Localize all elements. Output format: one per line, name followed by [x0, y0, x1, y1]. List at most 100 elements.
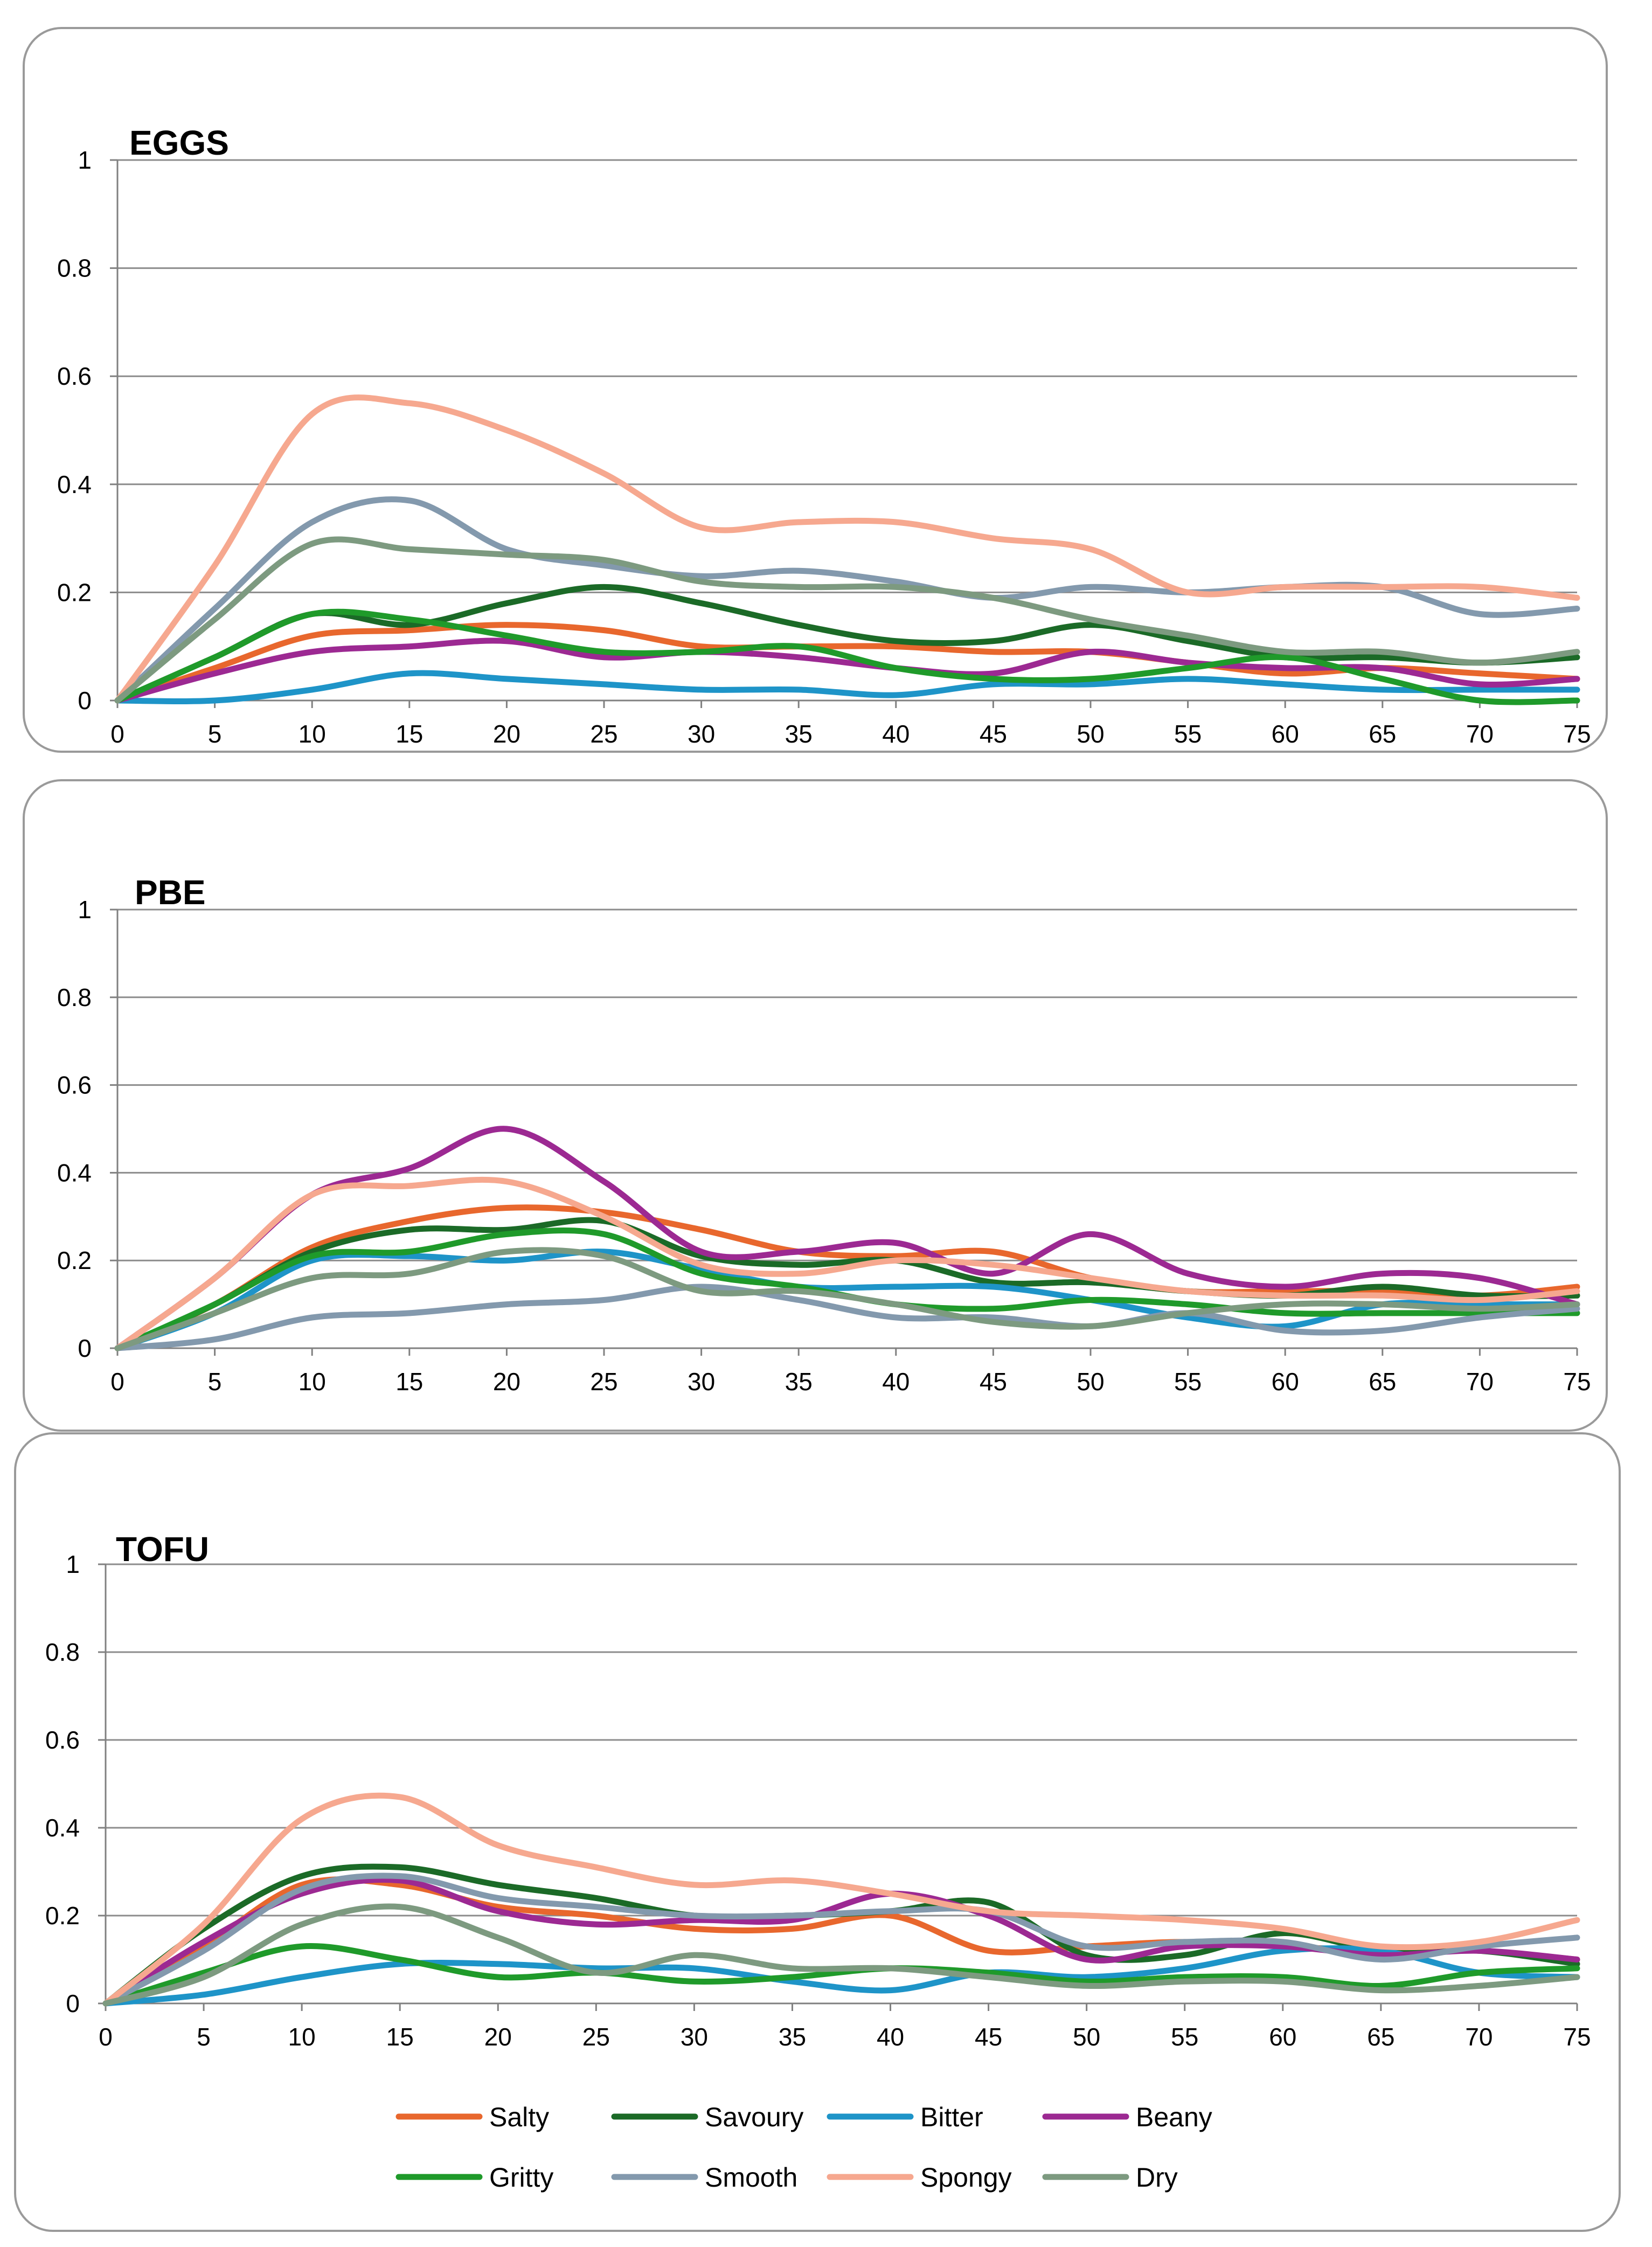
panel-title: PBE [135, 873, 206, 912]
series-line-smooth [102, 1872, 1580, 2007]
x-tick-label: 65 [1367, 2023, 1394, 2051]
legend-item-dry: Dry [1042, 2162, 1178, 2193]
y-tick-label: 0 [66, 1989, 80, 2017]
y-tick-label: 0.4 [57, 1159, 92, 1187]
y-tick-label: 0.4 [45, 1814, 80, 1842]
x-tick-label: 40 [882, 720, 910, 748]
x-tick-label: 0 [110, 720, 124, 748]
legend: Salty Savoury Bitter Beany Gritty Smooth Spong… [395, 2102, 1212, 2193]
series-line-savoury [114, 584, 1580, 704]
x-tick-label: 40 [882, 1368, 910, 1396]
x-tick-label: 10 [299, 1368, 326, 1396]
series-line-dry [114, 1247, 1580, 1351]
x-tick-label: 30 [688, 1368, 715, 1396]
x-tick-label: 10 [299, 720, 326, 748]
y-tick-label: 0.2 [45, 1902, 80, 1930]
chart-panel-tofu: 00.20.40.60.810 5 10 15 20 25 30 35 40 45 50 55 60 65… [14, 1432, 1621, 2232]
x-tick-label: 35 [785, 1368, 813, 1396]
x-tick-label: 55 [1174, 720, 1202, 748]
x-tick-label: 0 [99, 2023, 113, 2051]
series-line-bitter [114, 670, 1580, 704]
legend-item-beany: Beany [1042, 2102, 1212, 2132]
x-tick-label: 60 [1272, 720, 1299, 748]
x-tick-label: 45 [980, 1368, 1007, 1396]
y-tick-label: 0.2 [57, 1246, 92, 1274]
x-tick-label: 30 [688, 720, 715, 748]
x-tick-label: 25 [590, 720, 617, 748]
series-line-gritty [102, 1943, 1580, 2007]
x-tick-label: 0 [110, 1368, 124, 1396]
legend-label: Beany [1136, 2102, 1212, 2132]
x-tick-label: 15 [386, 2023, 414, 2051]
legend-label: Dry [1136, 2162, 1178, 2193]
chart-panel-eggs: 00.20.40.60.810 5 10 15 20 25 30 35 40 45 50 55 60 65… [23, 27, 1608, 753]
chart-panel-pbe: 00.20.40.60.810 5 10 15 20 25 30 35 40 45 50 55 60 65… [23, 779, 1608, 1432]
chart-panels: 00.20.40.60.810 5 10 15 20 25 30 35 40 45 50 55 60 65… [14, 27, 1621, 2232]
legend-item-gritty: Gritty [395, 2162, 553, 2193]
x-tick-label: 35 [779, 2023, 806, 2051]
x-tick-label: 65 [1369, 720, 1396, 748]
legend-label: Savoury [705, 2102, 803, 2132]
legend-item-spongy: Spongy [827, 2162, 1012, 2193]
x-tick-label: 65 [1369, 1368, 1396, 1396]
series-line-spongy [102, 1792, 1580, 2007]
x-tick-label: 5 [197, 2023, 211, 2051]
panel-frame [23, 779, 1608, 1432]
y-tick-label: 0.6 [57, 362, 92, 390]
legend-label: Salty [489, 2102, 549, 2132]
x-tick-label: 70 [1466, 720, 1494, 748]
x-tick-label: 25 [590, 1368, 617, 1396]
x-tick-label: 40 [877, 2023, 904, 2051]
y-tick-label: 0.6 [57, 1071, 92, 1099]
legend-item-savoury: Savoury [611, 2102, 803, 2132]
x-tick-label: 55 [1174, 1368, 1202, 1396]
x-tick-label: 35 [785, 720, 813, 748]
x-tick-label: 50 [1077, 1368, 1104, 1396]
x-tick-label: 75 [1563, 1368, 1591, 1396]
series-line-gritty [114, 608, 1580, 705]
x-tick-label: 50 [1077, 720, 1104, 748]
y-tick-label: 0.8 [57, 983, 92, 1011]
y-tick-label: 0.8 [57, 254, 92, 282]
legend-item-bitter: Bitter [827, 2102, 983, 2132]
y-tick-label: 0 [78, 686, 92, 715]
series-line-beany [114, 1126, 1580, 1351]
x-tick-label: 45 [980, 720, 1007, 748]
x-tick-label: 50 [1073, 2023, 1100, 2051]
y-tick-label: 0.6 [45, 1726, 80, 1754]
x-tick-label: 10 [288, 2023, 316, 2051]
x-tick-label: 15 [395, 1368, 423, 1396]
y-tick-label: 0.2 [57, 578, 92, 606]
legend-label: Gritty [489, 2162, 553, 2193]
x-tick-label: 25 [582, 2023, 610, 2051]
panel-title: EGGS [129, 123, 229, 162]
series-line-smooth [114, 1284, 1580, 1351]
y-tick-label: 0.4 [57, 470, 92, 498]
x-tick-label: 30 [681, 2023, 708, 2051]
x-tick-label: 20 [484, 2023, 512, 2051]
legend-item-salty: Salty [395, 2102, 549, 2132]
panel-frame [23, 27, 1608, 753]
series-line-spongy [114, 394, 1580, 704]
y-tick-label: 1 [78, 896, 92, 924]
x-tick-label: 75 [1563, 2023, 1591, 2051]
series-line-dry [114, 536, 1580, 704]
x-tick-label: 5 [208, 720, 222, 748]
series-line-savoury [114, 1217, 1580, 1351]
series-line-spongy [114, 1176, 1580, 1351]
x-tick-label: 5 [208, 1368, 222, 1396]
x-tick-label: 20 [493, 1368, 520, 1396]
x-tick-label: 60 [1272, 1368, 1299, 1396]
x-tick-label: 55 [1171, 2023, 1198, 2051]
series-line-dry [102, 1903, 1580, 2007]
series-line-salty [114, 622, 1580, 704]
panel-frame [14, 1432, 1621, 2232]
panel-title: TOFU [116, 1530, 209, 1569]
x-tick-label: 60 [1269, 2023, 1296, 2051]
y-tick-label: 1 [66, 1550, 80, 1578]
y-tick-label: 0.8 [45, 1638, 80, 1666]
legend-label: Smooth [705, 2162, 797, 2193]
x-tick-label: 45 [975, 2023, 1002, 2051]
y-tick-label: 0 [78, 1334, 92, 1362]
